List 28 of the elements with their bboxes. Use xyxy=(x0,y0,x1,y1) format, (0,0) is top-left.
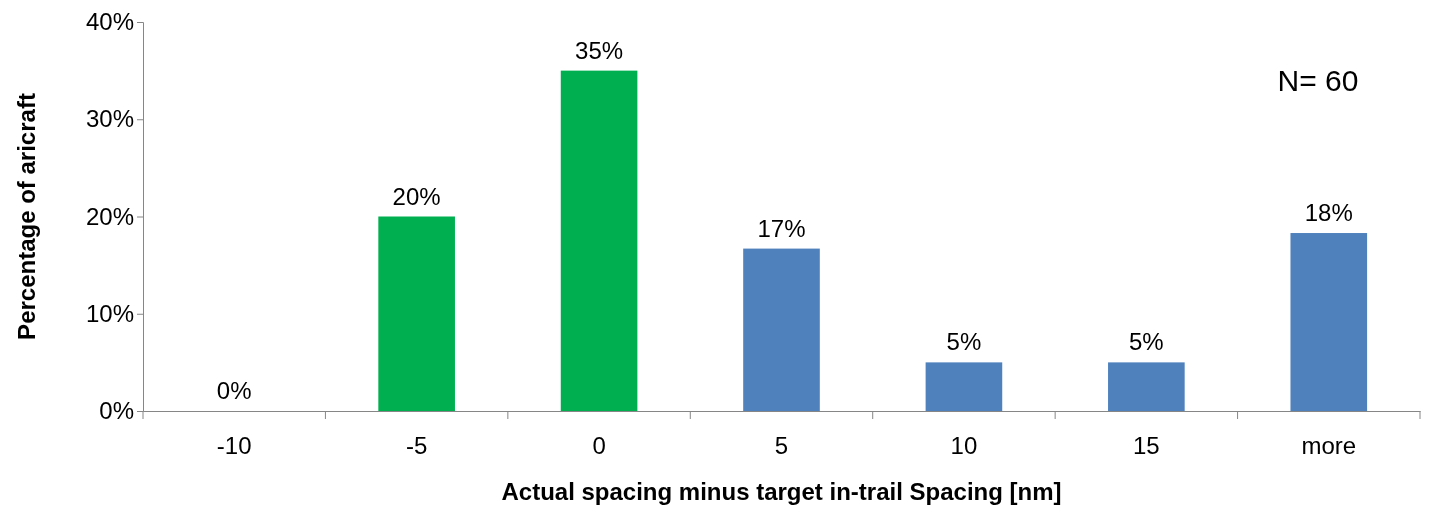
data-label: 20% xyxy=(392,182,441,210)
x-tick-label: -5 xyxy=(405,432,428,460)
x-tick-label: 5 xyxy=(774,432,789,460)
x-tick-label: -10 xyxy=(216,432,252,460)
data-label: 5% xyxy=(1129,328,1164,356)
bar xyxy=(560,70,638,411)
y-tick-label: 10% xyxy=(85,299,134,327)
y-tick-label: 30% xyxy=(85,105,134,133)
bar xyxy=(1108,362,1185,411)
y-tick-label: 0% xyxy=(99,397,134,425)
x-tick-label: 15 xyxy=(1133,432,1160,460)
y-tick-label: 40% xyxy=(85,8,134,36)
data-label: 35% xyxy=(575,36,624,64)
data-label: 5% xyxy=(946,328,982,356)
x-tick-label: 10 xyxy=(950,432,978,460)
y-axis-title: Percentage of aricraft xyxy=(13,93,40,340)
bar xyxy=(378,216,455,411)
x-tick-label: more xyxy=(1301,432,1357,460)
data-label: 18% xyxy=(1304,199,1353,227)
data-label: 0% xyxy=(216,377,252,404)
y-tick-label: 20% xyxy=(85,202,134,230)
data-label: 17% xyxy=(757,214,806,242)
x-tick-label: 0 xyxy=(592,432,606,460)
x-axis-title: Actual spacing minus target in-trail Spacing [nm] xyxy=(501,478,1062,505)
bar xyxy=(1290,233,1368,411)
annotation: N= 60 xyxy=(1277,64,1359,97)
bar xyxy=(925,362,1003,411)
bar xyxy=(743,248,820,411)
